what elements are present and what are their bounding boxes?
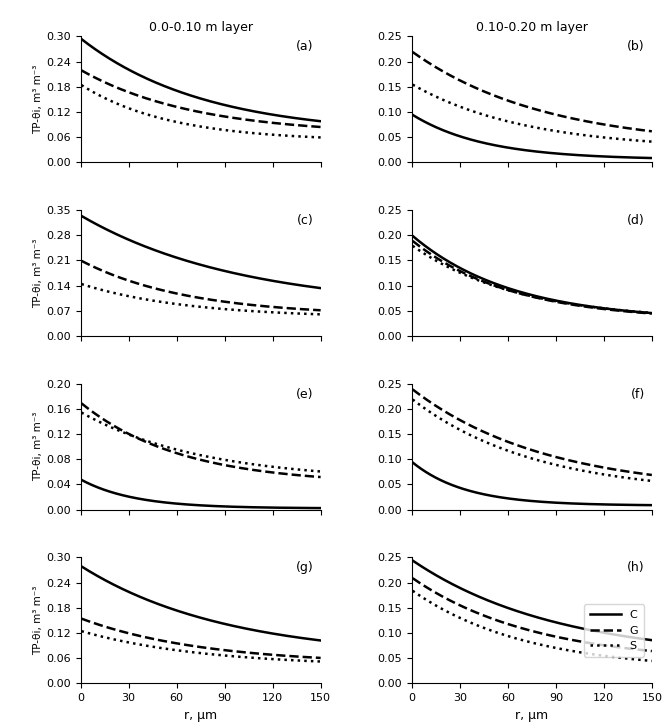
Title: 0.0-0.10 m layer: 0.0-0.10 m layer bbox=[149, 21, 253, 33]
Text: (c): (c) bbox=[297, 214, 313, 227]
Text: (f): (f) bbox=[630, 387, 644, 401]
Legend: C, G, S: C, G, S bbox=[584, 604, 644, 656]
Text: (d): (d) bbox=[627, 214, 644, 227]
X-axis label: r, μm: r, μm bbox=[184, 709, 217, 722]
Text: (e): (e) bbox=[296, 387, 313, 401]
Y-axis label: TP-θi, m³ m⁻³: TP-θi, m³ m⁻³ bbox=[34, 586, 43, 655]
Text: (a): (a) bbox=[296, 40, 313, 53]
Text: (b): (b) bbox=[627, 40, 644, 53]
Y-axis label: TP-θi, m³ m⁻³: TP-θi, m³ m⁻³ bbox=[34, 238, 43, 308]
Y-axis label: TP-θi, m³ m⁻³: TP-θi, m³ m⁻³ bbox=[34, 65, 43, 134]
Y-axis label: TP-θi, m³ m⁻³: TP-θi, m³ m⁻³ bbox=[34, 412, 44, 481]
Text: (h): (h) bbox=[627, 561, 644, 574]
Text: (g): (g) bbox=[296, 561, 313, 574]
Title: 0.10-0.20 m layer: 0.10-0.20 m layer bbox=[476, 21, 588, 33]
X-axis label: r, μm: r, μm bbox=[515, 709, 548, 722]
